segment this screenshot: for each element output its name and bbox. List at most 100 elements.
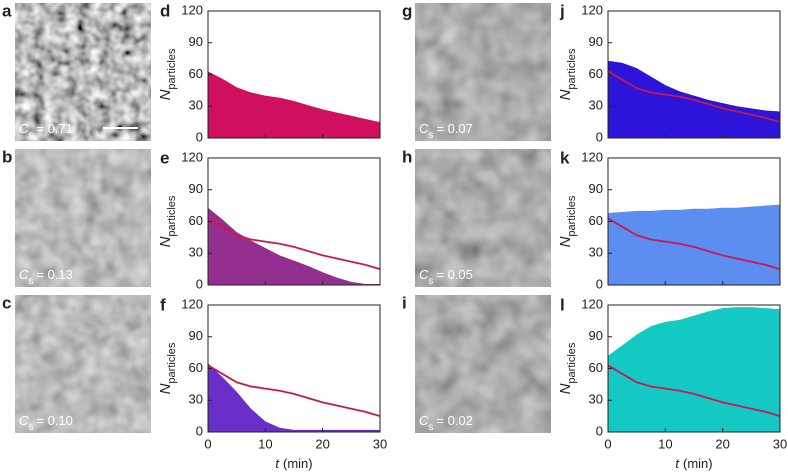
micrograph <box>15 3 151 141</box>
y-tick-label: 60 <box>589 66 603 81</box>
micrograph-texture <box>415 149 551 287</box>
y-tick-label: 120 <box>181 2 203 17</box>
subscript: s <box>428 422 433 433</box>
y-tick-label: 0 <box>596 129 603 144</box>
y-tick-label: 120 <box>181 149 203 164</box>
area <box>608 307 780 432</box>
y-label-symbol: N <box>157 89 174 100</box>
y-label-symbol: N <box>557 383 574 394</box>
area <box>608 204 780 285</box>
y-tick-label: 0 <box>596 423 603 438</box>
y-tick-label: 0 <box>196 276 203 291</box>
panel-letter: a <box>2 1 12 20</box>
y-tick-label: 120 <box>181 296 203 311</box>
y-tick-label: 120 <box>581 149 603 164</box>
panel-letter: b <box>2 147 12 166</box>
concentration-label: Cs = 0.07 <box>419 121 473 141</box>
x-axis-label: t (min) <box>275 456 312 471</box>
micrograph-texture <box>415 3 551 141</box>
panel-letter: k <box>560 148 570 167</box>
y-tick-label: 90 <box>189 34 203 49</box>
micrograph-texture <box>15 295 151 433</box>
area <box>208 363 380 432</box>
reference-line <box>607 217 781 270</box>
symbol: C <box>419 413 429 428</box>
y-tick-label: 30 <box>189 245 203 260</box>
y-label-subscript: particles <box>166 195 178 236</box>
micrograph <box>415 3 551 141</box>
x-axis-label: t (min) <box>675 456 712 471</box>
y-tick-label: 90 <box>589 328 603 343</box>
micrograph-texture <box>15 3 151 141</box>
value: = 0.07 <box>436 121 473 136</box>
symbol: C <box>419 267 429 282</box>
y-label-subscript: particles <box>566 342 578 383</box>
micrograph <box>15 149 151 287</box>
x-tick-label: 20 <box>715 436 729 451</box>
y-tick-label: 60 <box>189 360 203 375</box>
x-tick-label: 0 <box>604 436 611 451</box>
value: = 0.02 <box>436 413 473 428</box>
concentration-label: Cs = 0.13 <box>19 267 73 287</box>
x-tick-label: 0 <box>204 436 211 451</box>
y-label-symbol: N <box>557 89 574 100</box>
reference-line <box>207 364 381 417</box>
y-axis-label: Nparticles <box>157 195 178 247</box>
y-axis-label: Nparticles <box>557 48 578 100</box>
panel-letter: g <box>402 1 412 20</box>
panel-letter: h <box>402 147 412 166</box>
y-tick-label: 60 <box>189 66 203 81</box>
area <box>208 207 380 285</box>
panel-letter: f <box>160 295 166 314</box>
subscript: s <box>28 422 33 433</box>
y-label-subscript: particles <box>166 48 178 89</box>
y-tick-label: 0 <box>196 129 203 144</box>
panel-letter: l <box>560 295 565 314</box>
concentration-label: Cs = 0.71 <box>19 121 73 141</box>
symbol: C <box>19 413 29 428</box>
panel-letter: d <box>160 1 170 20</box>
y-label-subscript: particles <box>566 48 578 89</box>
panel-letter: i <box>402 293 407 312</box>
y-tick-label: 0 <box>596 276 603 291</box>
y-tick-label: 30 <box>589 245 603 260</box>
y-label-subscript: particles <box>166 342 178 383</box>
y-label-symbol: N <box>157 236 174 247</box>
micrograph <box>415 149 551 287</box>
concentration-label: Cs = 0.02 <box>419 413 473 433</box>
y-tick-label: 90 <box>189 328 203 343</box>
micrograph <box>415 295 551 433</box>
micrograph-texture <box>415 295 551 433</box>
y-axis-label: Nparticles <box>157 342 178 394</box>
y-axis-label: Nparticles <box>157 48 178 100</box>
y-axis-label: Nparticles <box>557 342 578 394</box>
y-tick-label: 90 <box>589 181 603 196</box>
y-tick-label: 120 <box>581 296 603 311</box>
subscript: s <box>428 130 433 141</box>
x-tick-label: 20 <box>315 436 329 451</box>
reference-line <box>207 217 381 270</box>
reference-line <box>607 364 781 417</box>
value: = 0.13 <box>36 267 73 282</box>
concentration-label: Cs = 0.10 <box>19 413 73 433</box>
panel-letter: e <box>160 148 169 167</box>
y-axis-label: Nparticles <box>557 195 578 247</box>
area <box>208 71 380 138</box>
subscript: s <box>428 276 433 287</box>
value: = 0.05 <box>436 267 473 282</box>
subscript: s <box>28 276 33 287</box>
symbol: C <box>19 121 29 136</box>
micrograph-texture <box>15 149 151 287</box>
x-tick-label: 10 <box>258 436 272 451</box>
panel-letter: j <box>559 1 565 20</box>
x-label-unit: (min) <box>683 456 713 471</box>
y-label-subscript: particles <box>566 195 578 236</box>
y-tick-label: 90 <box>189 181 203 196</box>
y-tick-label: 30 <box>189 392 203 407</box>
y-label-symbol: N <box>557 236 574 247</box>
x-tick-label: 30 <box>373 436 387 451</box>
y-tick-label: 0 <box>196 423 203 438</box>
value: = 0.10 <box>36 413 73 428</box>
subscript: s <box>28 130 33 141</box>
micrograph <box>15 295 151 433</box>
